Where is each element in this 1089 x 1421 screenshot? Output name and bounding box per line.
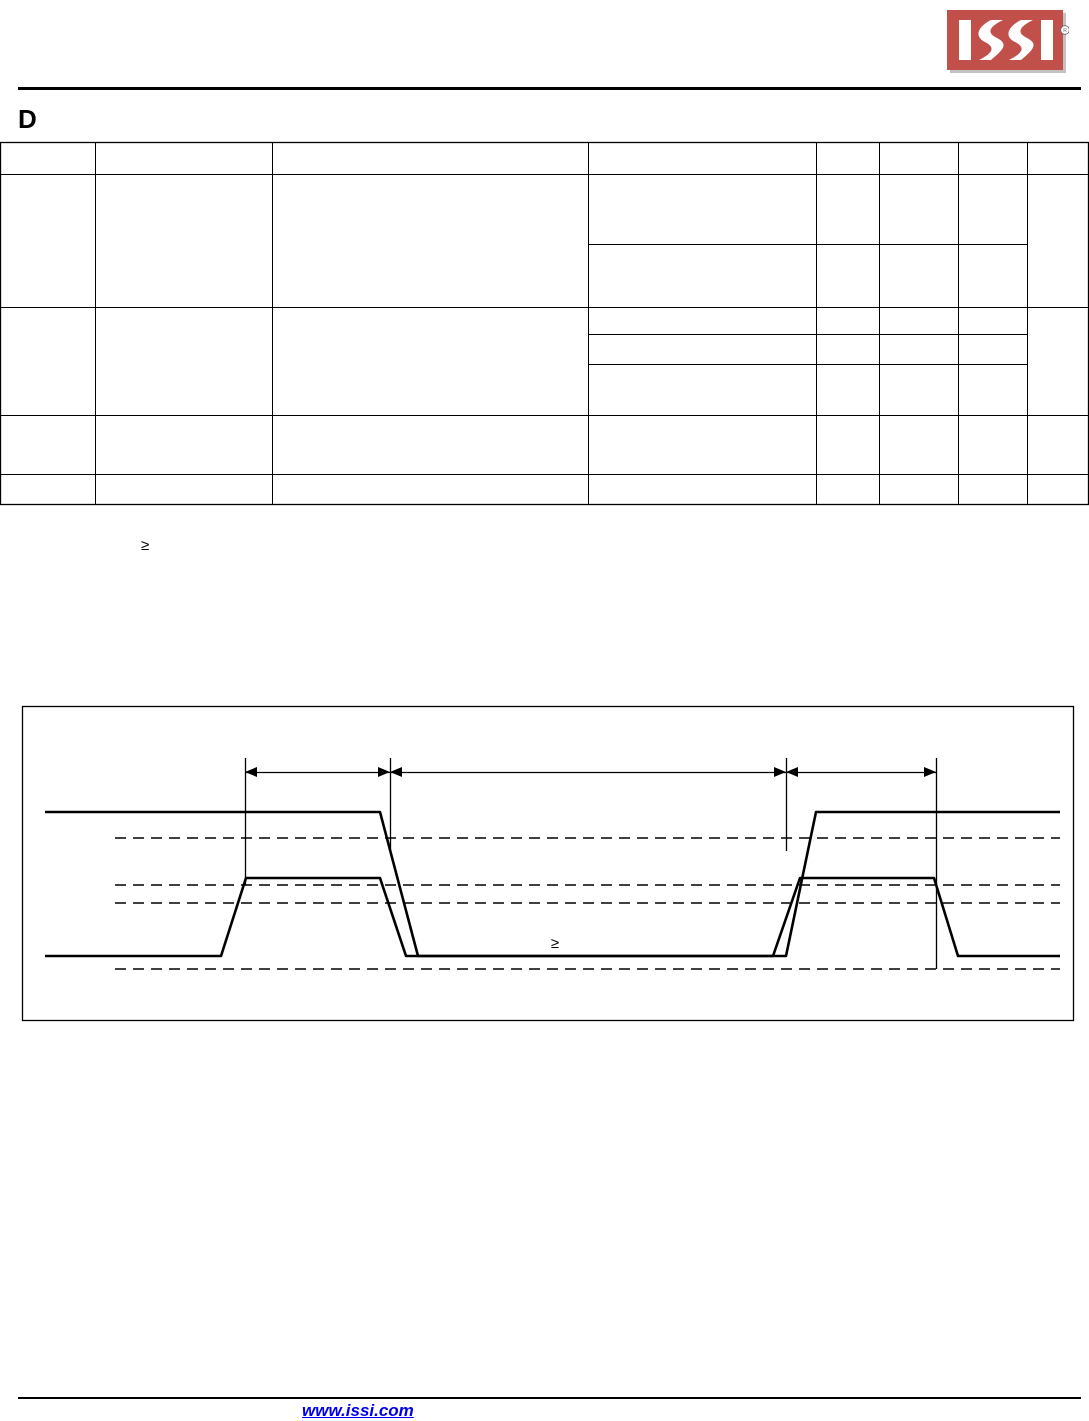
svg-text:≥: ≥ bbox=[551, 935, 559, 952]
